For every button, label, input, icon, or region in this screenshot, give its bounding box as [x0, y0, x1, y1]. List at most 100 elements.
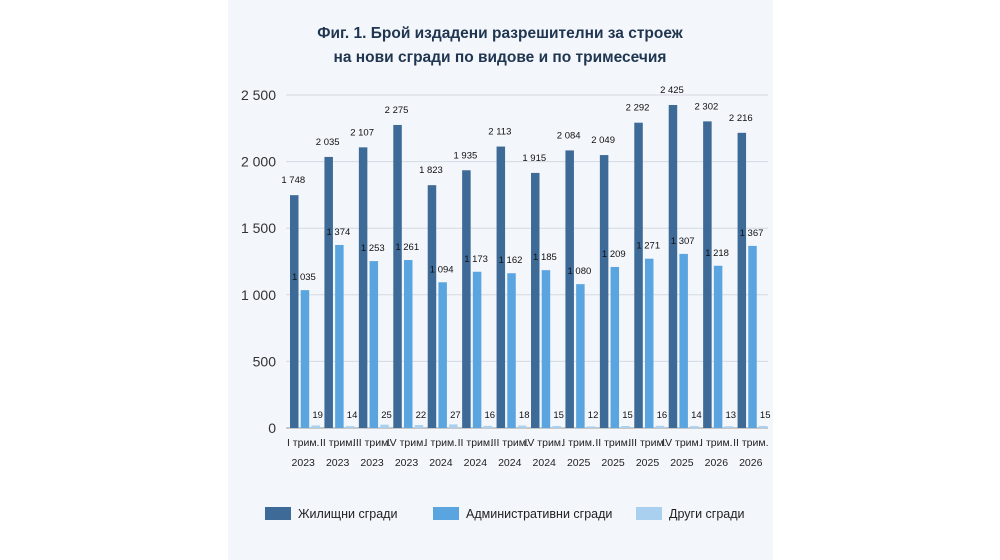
bar-3-8: [552, 426, 561, 428]
data-label: 13: [726, 410, 737, 421]
data-label: 2 107: [350, 127, 374, 138]
bar-3-5: [449, 424, 458, 428]
x-tick-label-quarter: II трим.: [320, 437, 355, 449]
data-label: 1 185: [533, 252, 557, 263]
bar-3-6: [483, 425, 493, 428]
y-tick-label: 1 000: [241, 287, 276, 303]
bar-1-11: [634, 122, 643, 428]
y-tick-label: 0: [268, 420, 276, 436]
bar-chart: Фиг. 1. Брой издадени разрешителни за ст…: [241, 25, 771, 521]
data-label: 22: [416, 410, 427, 421]
data-label: 2 425: [660, 85, 684, 96]
x-tick-label-quarter: II трим.: [733, 437, 768, 449]
bar-1-10: [599, 155, 609, 429]
data-label: 1 253: [361, 243, 385, 254]
bar-2-12: [679, 253, 688, 428]
data-label: 2 275: [385, 105, 409, 116]
legend-label-1: Жилищни сгради: [298, 507, 397, 521]
data-label: 27: [450, 410, 461, 421]
gridlines: [286, 94, 768, 429]
data-label: 1 748: [281, 175, 305, 186]
chart-title: Фиг. 1. Брой издадени разрешителни за ст…: [317, 25, 684, 66]
chart-title-line-1: Фиг. 1. Брой издадени разрешителни за ст…: [317, 25, 684, 42]
bar-2-10: [610, 266, 620, 428]
data-label: 2 302: [695, 101, 719, 112]
bar-3-2: [345, 426, 355, 428]
x-tick-label-quarter: I трим.: [700, 437, 732, 449]
data-label: 2 292: [626, 103, 650, 114]
data-label: 1 035: [292, 272, 316, 283]
x-tick-label-quarter: I трим.: [425, 437, 457, 449]
bar-2-3: [369, 261, 379, 428]
y-tick-label: 2 000: [241, 154, 276, 170]
data-label: 25: [381, 410, 392, 421]
x-tick-label-quarter: III трим.: [353, 437, 391, 449]
legend-label-2: Административни сгради: [466, 507, 612, 521]
data-label: 18: [519, 410, 530, 421]
data-label: 1 094: [430, 264, 454, 275]
data-label: 2 216: [729, 113, 753, 124]
bar-1-8: [531, 172, 540, 428]
bar-1-1: [290, 195, 299, 428]
x-tick-label-year: 2026: [739, 457, 763, 469]
bar-1-3: [358, 147, 368, 428]
bar-2-8: [541, 270, 551, 428]
bar-2-13: [713, 265, 723, 428]
x-tick-label-year: 2025: [670, 457, 694, 469]
x-tick-label-quarter: II трим.: [458, 437, 493, 449]
data-label: 14: [691, 410, 702, 421]
data-label: 14: [347, 410, 358, 421]
data-label: 1 307: [671, 236, 695, 247]
bar-3-7: [517, 425, 527, 428]
bar-1-2: [324, 156, 333, 429]
bar-1-6: [462, 170, 471, 428]
x-tick-label-year: 2025: [636, 457, 660, 469]
data-labels: 1 748 2 035 2 107 2 275 1 823 1 935 2 113 1 915…: [281, 85, 770, 421]
bar-2-2: [335, 244, 344, 428]
data-label: 12: [588, 410, 599, 421]
x-tick-label-quarter: IV трим.: [524, 437, 564, 449]
data-label: 1 915: [522, 153, 546, 164]
bar-2-4: [403, 260, 413, 428]
data-label: 1 218: [705, 248, 729, 259]
bar-1-4: [393, 124, 402, 428]
data-label: 19: [312, 410, 323, 421]
data-label: 2 049: [591, 135, 615, 146]
x-tick-label-year: 2024: [464, 457, 488, 469]
data-label: 1 261: [395, 242, 419, 253]
bar-3-1: [311, 425, 320, 428]
data-label: 1 173: [464, 254, 488, 265]
data-label: 2 035: [316, 137, 340, 148]
data-label: 1 823: [419, 165, 443, 176]
bars: [290, 104, 768, 429]
bar-2-1: [300, 290, 310, 428]
x-tick-label-year: 2026: [705, 457, 729, 469]
x-tick-label-quarter: I трим.: [287, 437, 319, 449]
bar-2-14: [748, 245, 757, 428]
bar-3-9: [586, 426, 596, 428]
y-tick-label: 2 500: [241, 87, 276, 103]
data-label: 1 162: [499, 255, 523, 266]
bar-1-14: [737, 132, 747, 428]
data-label: 1 367: [740, 228, 764, 239]
bar-2-5: [438, 282, 447, 428]
y-tick-label: 1 500: [241, 220, 276, 236]
data-label: 1 080: [567, 266, 591, 277]
data-label: 1 271: [636, 241, 660, 252]
x-tick-label-year: 2024: [498, 457, 522, 469]
data-label: 1 209: [602, 249, 626, 260]
bar-1-7: [496, 146, 506, 428]
data-label: 16: [485, 410, 496, 421]
x-tick-label-quarter: II трим.: [595, 437, 630, 449]
bar-1-13: [703, 121, 712, 428]
x-tick-label-quarter: IV трим.: [387, 437, 427, 449]
bar-1-9: [565, 150, 574, 428]
data-label: 15: [760, 410, 771, 421]
data-label: 1 374: [326, 227, 350, 238]
x-tick-label-quarter: III трим.: [628, 437, 666, 449]
legend-swatch-3: [636, 507, 662, 520]
x-tick-label-year: 2023: [360, 457, 384, 469]
bar-3-12: [690, 426, 699, 428]
legend-swatch-2: [433, 507, 459, 520]
